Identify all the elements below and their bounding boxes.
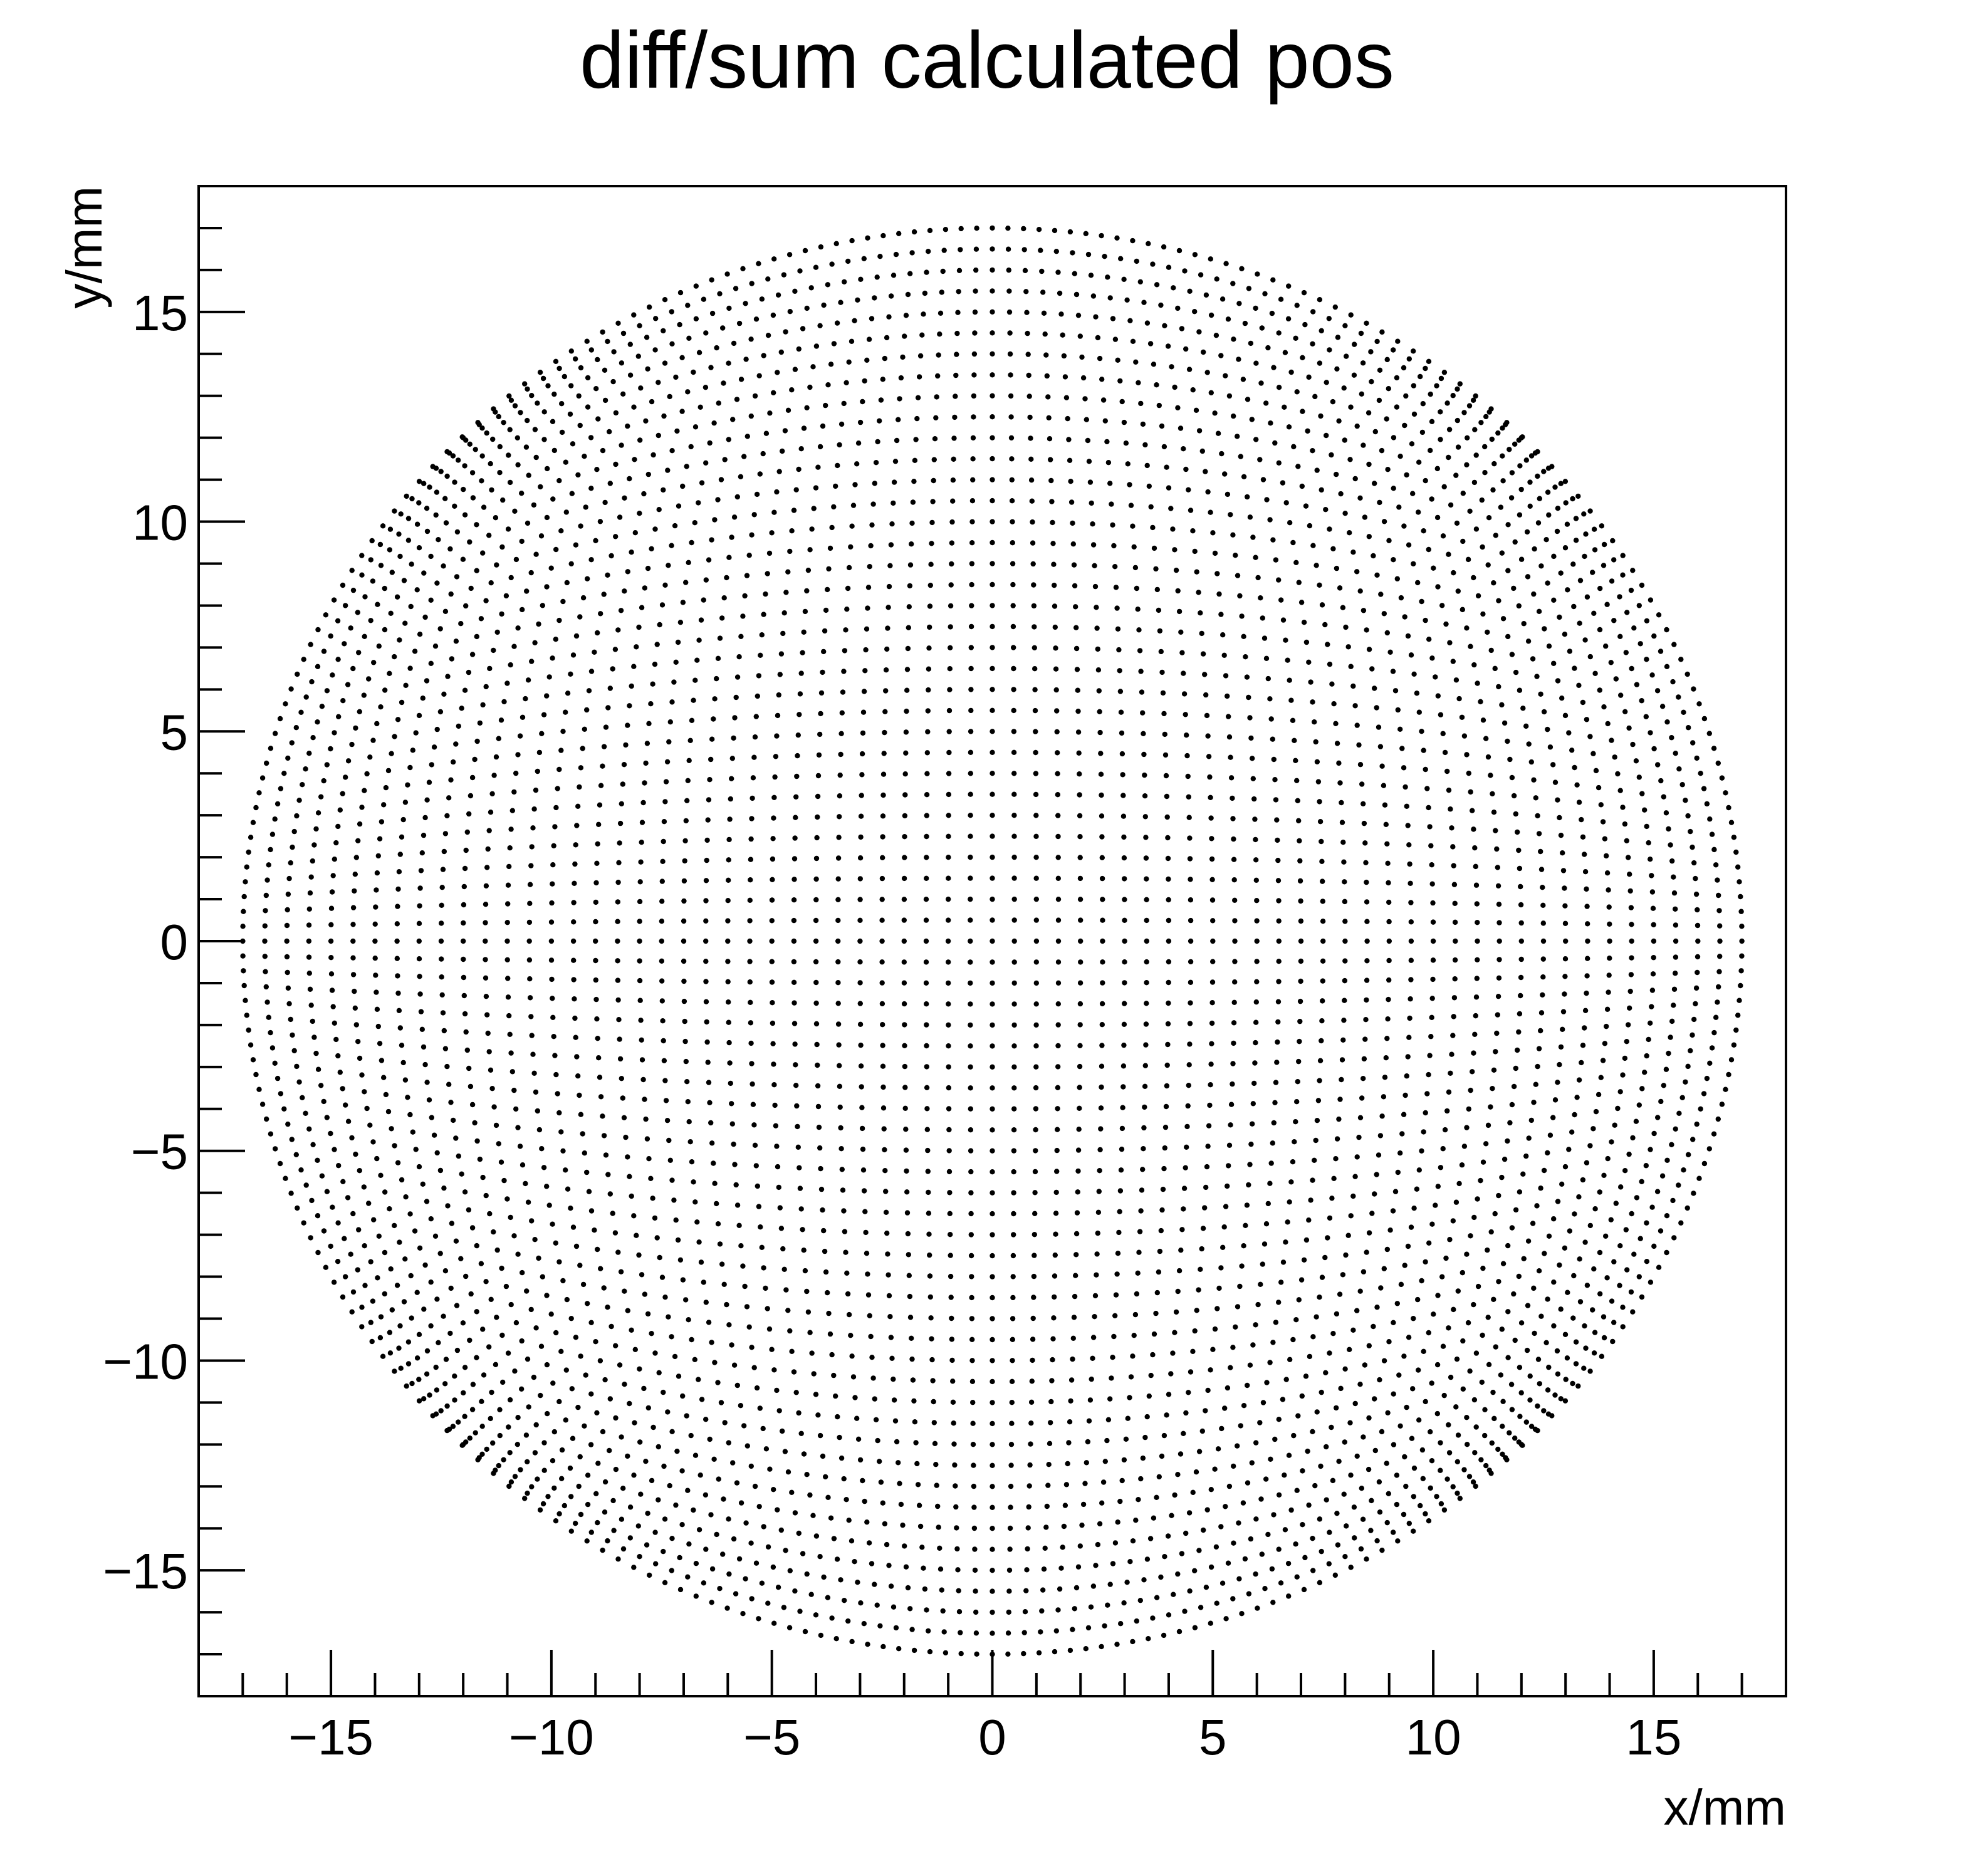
x-tick-label: −15 [288, 1709, 373, 1765]
x-tick-label: 10 [1406, 1709, 1461, 1765]
x-tick-labels: −15 −10 −5 0 5 10 15 [288, 1709, 1681, 1765]
x-tick-label: −5 [743, 1709, 800, 1765]
y-tick-label: 0 [160, 914, 189, 970]
x-tick-label: 5 [1199, 1709, 1227, 1765]
x-axis-title: x/mm [1663, 1780, 1786, 1835]
y-tick-label: 5 [160, 704, 189, 760]
y-tick-label: 10 [132, 495, 188, 551]
axis-ticks [199, 226, 1743, 1696]
scatter-point-markers [240, 225, 1745, 1657]
plot-frame [197, 185, 1787, 1697]
y-tick-label: 15 [132, 285, 188, 341]
chart-title: diff/sum calculated pos [580, 16, 1394, 105]
y-tick-label: −5 [131, 1124, 188, 1180]
x-tick-label: −10 [509, 1709, 594, 1765]
y-tick-labels: −15 −10 −5 0 5 10 15 [103, 285, 188, 1599]
y-axis-title: y/mm [56, 186, 112, 309]
y-tick-label: −15 [103, 1543, 188, 1599]
x-tick-label: 15 [1626, 1709, 1681, 1765]
x-tick-label: 0 [978, 1709, 1006, 1765]
scatter-points [240, 225, 1745, 1657]
y-tick-label: −10 [103, 1333, 188, 1389]
